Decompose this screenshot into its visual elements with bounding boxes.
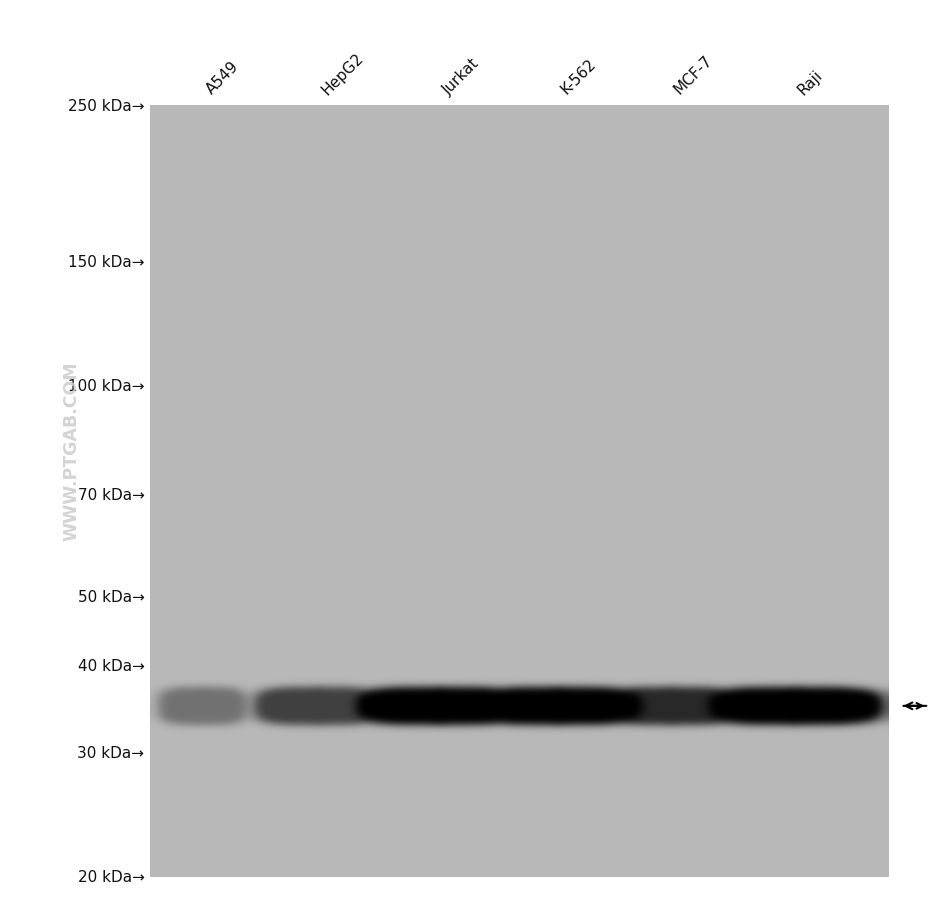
Text: 30 kDa→: 30 kDa→ bbox=[77, 746, 144, 760]
Text: 70 kDa→: 70 kDa→ bbox=[78, 487, 144, 502]
Text: 50 kDa→: 50 kDa→ bbox=[78, 590, 144, 604]
Text: 20 kDa→: 20 kDa→ bbox=[78, 870, 144, 884]
Text: Jurkat: Jurkat bbox=[440, 55, 483, 97]
Text: HepG2: HepG2 bbox=[318, 50, 366, 97]
Text: WWW.PTGAB.COM: WWW.PTGAB.COM bbox=[63, 362, 80, 540]
Text: 40 kDa→: 40 kDa→ bbox=[78, 658, 144, 673]
Text: 150 kDa→: 150 kDa→ bbox=[67, 254, 144, 270]
Text: A549: A549 bbox=[203, 59, 241, 97]
Text: MCF-7: MCF-7 bbox=[672, 53, 715, 97]
Bar bbox=[150, 106, 888, 877]
Text: K-562: K-562 bbox=[559, 57, 599, 97]
Text: 250 kDa→: 250 kDa→ bbox=[67, 99, 144, 114]
Text: Raji: Raji bbox=[794, 67, 825, 97]
Text: 100 kDa→: 100 kDa→ bbox=[67, 379, 144, 393]
